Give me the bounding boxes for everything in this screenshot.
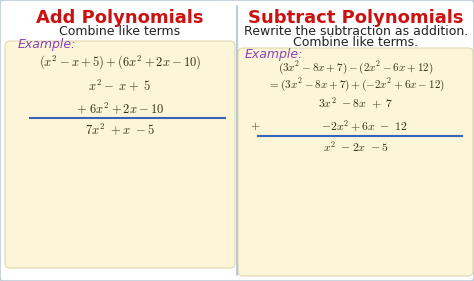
Text: $(3x^2-8x+7)-(2x^2-6x+12)$: $(3x^2-8x+7)-(2x^2-6x+12)$ [278,59,434,76]
Text: Rewrite the subtraction as addition.: Rewrite the subtraction as addition. [244,25,468,38]
Text: Combine like terms: Combine like terms [59,25,181,38]
Text: $x^2 -\ x +\ 5$: $x^2 -\ x +\ 5$ [88,78,152,94]
Text: Example:: Example: [18,38,76,51]
Text: $=(3x^2-8x+7)+(-2x^2+6x-12)$: $=(3x^2-8x+7)+(-2x^2+6x-12)$ [267,76,445,93]
Text: $+\ 6x^2+2x-10$: $+\ 6x^2+2x-10$ [76,101,164,117]
Text: $(x^2-x+5)+(6x^2+2x-10)$: $(x^2-x+5)+(6x^2+2x-10)$ [39,53,201,71]
FancyBboxPatch shape [5,41,235,268]
Text: $+$: $+$ [250,119,261,132]
Text: $x^2\ -2x\ -5$: $x^2\ -2x\ -5$ [323,140,389,155]
Text: Combine like terms.: Combine like terms. [293,36,419,49]
FancyBboxPatch shape [238,48,473,276]
Text: Add Polynomials: Add Polynomials [36,9,204,27]
Text: Subtract Polynomials: Subtract Polynomials [248,9,464,27]
Text: $-2x^2+6x\ -\ 12$: $-2x^2+6x\ -\ 12$ [320,119,407,134]
Text: $7x^2\ +x\ -5$: $7x^2\ +x\ -5$ [85,122,155,138]
Text: $3x^2\ -8x\ +\ 7$: $3x^2\ -8x\ +\ 7$ [318,96,394,111]
Text: Example:: Example: [245,48,303,61]
